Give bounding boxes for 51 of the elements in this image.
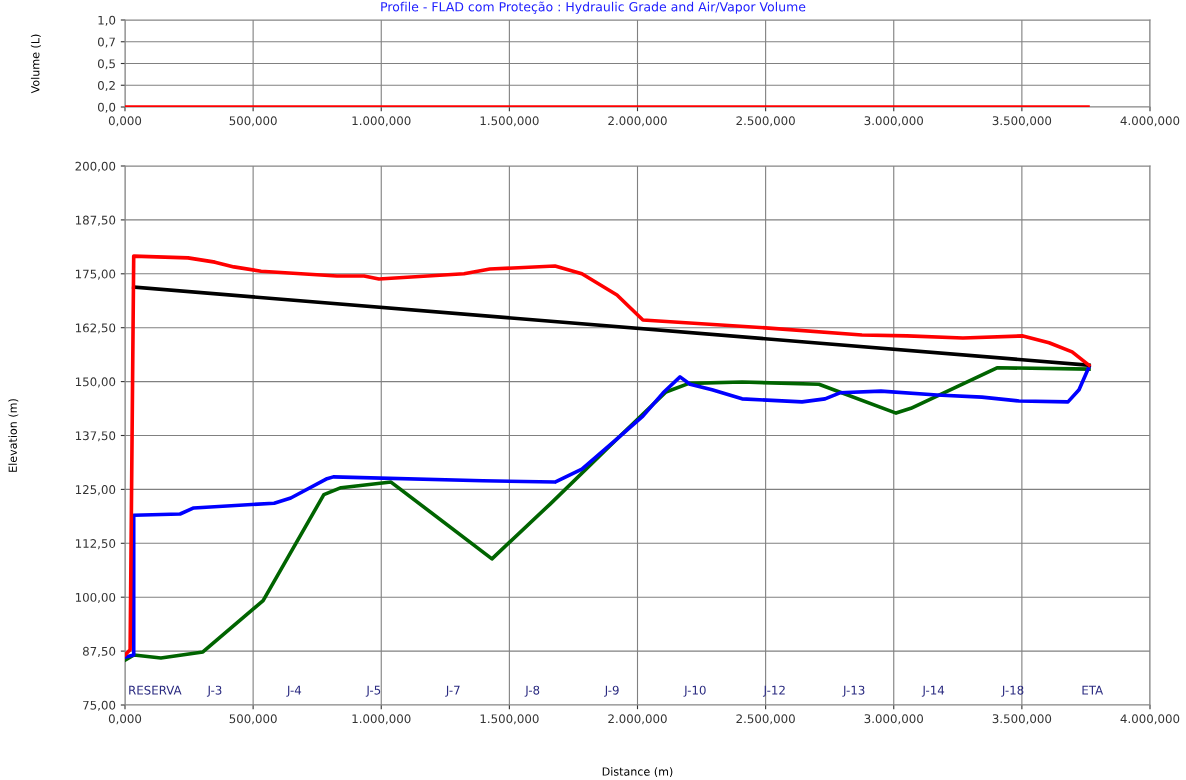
x-tick-label: 4.000,000 [1120, 714, 1180, 725]
annotation: J-18 [1001, 685, 1024, 697]
x-tick-label: 500,000 [229, 714, 277, 725]
x-tick-label: 1.000,000 [352, 116, 411, 127]
y-tick-label: 0,2 [97, 80, 115, 92]
x-tick-label: 3.500,000 [992, 714, 1052, 725]
x-tick-label: 1.500,000 [480, 714, 539, 725]
x-tick-label: 4.000,000 [1120, 116, 1180, 127]
y-tick-label: 87,50 [82, 646, 116, 657]
line-series [125, 254, 1091, 657]
x-tick-label: 0,000 [108, 714, 142, 725]
annotation: J-5 [365, 685, 381, 697]
x-tick-label: 2.000,000 [608, 116, 667, 127]
annotation: ETA [1082, 685, 1104, 695]
x-tick-label: 3.000,000 [864, 714, 924, 725]
y-tick-label: 200,00 [75, 161, 116, 172]
x-tick-label: 0,000 [108, 116, 142, 127]
y-tick-label: 112,50 [75, 539, 116, 550]
y-axis-title: Volume (L) [30, 34, 41, 94]
annotation: RESERVA [129, 685, 182, 695]
y-tick-label: 0,5 [97, 59, 115, 70]
y-tick-label: 187,50 [75, 215, 116, 226]
y-tick-label: 175,00 [75, 269, 116, 280]
annotation: J-7 [445, 685, 460, 697]
x-tick-label: 3.000,000 [864, 116, 924, 127]
y-tick-label: 0,7 [97, 37, 115, 48]
annotation: J-9 [604, 685, 619, 697]
chart-title: Profile - FLAD com Proteção : Hydraulic Grade and Air/Vapor Volume [381, 1, 806, 14]
annotation: J-14 [921, 685, 945, 697]
y-axis-title: Elevation (m) [8, 399, 19, 472]
annotation: J-10 [683, 685, 706, 697]
x-tick-label: 3.500,000 [992, 116, 1052, 127]
x-tick-label: 1.000,000 [352, 714, 411, 725]
y-tick-label: 100,00 [75, 592, 116, 604]
annotation: J-3 [206, 685, 222, 697]
y-tick-label: 1,0 [98, 15, 116, 26]
x-tick-label: 500,000 [229, 116, 277, 127]
x-tick-label: 2.500,000 [736, 116, 795, 127]
annotation: J-8 [524, 685, 540, 697]
x-axis-title: Distance (m) [602, 767, 673, 778]
y-tick-label: 162,50 [75, 323, 116, 334]
y-tick-label: 150,00 [75, 377, 116, 388]
y-tick-label: 75,00 [83, 700, 116, 711]
annotation: J-4 [286, 685, 302, 697]
y-tick-label: 0,0 [97, 102, 116, 113]
y-tick-label: 125,00 [75, 485, 116, 496]
y-tick-label: 137,50 [75, 431, 116, 442]
x-tick-label: 1.500,000 [480, 116, 539, 127]
x-tick-label: 2.000,000 [608, 714, 667, 725]
annotation: J-13 [842, 685, 865, 697]
x-tick-label: 2.500,000 [736, 714, 795, 725]
